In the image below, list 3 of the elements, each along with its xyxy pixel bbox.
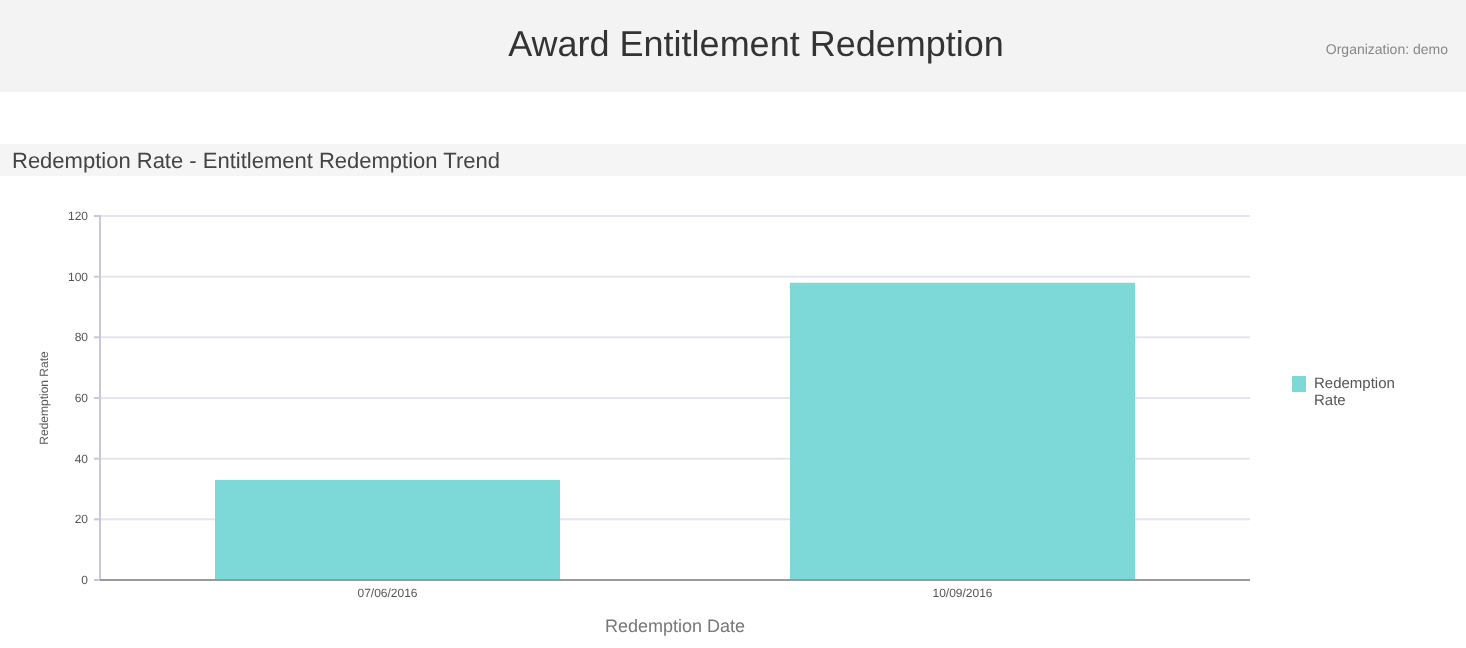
chart-title: Award Entitlement Redemption — [508, 24, 1004, 64]
chart-subtitle: Redemption Rate - Entitlement Redemption Trend — [12, 150, 500, 174]
x-axis-title: Redemption Date — [604, 616, 746, 636]
